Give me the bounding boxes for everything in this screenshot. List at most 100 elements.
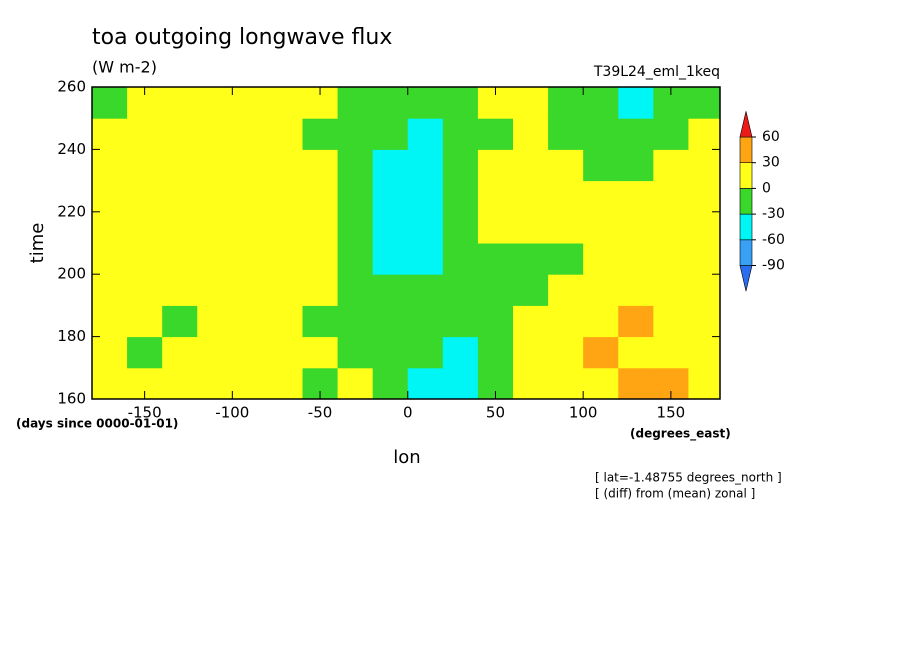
contour-cell <box>688 274 720 306</box>
contour-cell <box>407 274 444 306</box>
contour-cell <box>162 87 198 119</box>
contour-cell <box>442 305 479 338</box>
colorbar-band <box>739 136 753 164</box>
contour-cell <box>372 211 409 244</box>
x-axis-label: lon <box>393 447 420 468</box>
contour-cell <box>653 211 689 244</box>
contour-cell <box>267 149 304 182</box>
contour-cell <box>197 243 233 275</box>
contour-cell <box>267 87 304 119</box>
dataset-label: T39L24_eml_1keq <box>593 64 720 80</box>
contour-cell <box>197 274 233 306</box>
contour-cell <box>477 211 514 244</box>
contour-cell <box>618 87 654 119</box>
x-tick-label: 0 <box>403 404 413 422</box>
contour-cell <box>513 87 549 119</box>
contour-cell <box>583 367 619 399</box>
y-axis-label: time <box>27 223 48 264</box>
y-tick-label: 180 <box>57 327 86 345</box>
contour-cell <box>302 180 339 213</box>
contour-cell <box>653 274 689 306</box>
contour-cell <box>337 305 374 338</box>
contour-cell <box>618 149 654 182</box>
contour-cell <box>442 274 479 306</box>
contour-cell <box>302 274 339 306</box>
contour-cell <box>583 211 619 244</box>
contour-cell <box>618 274 654 306</box>
x-tick-label: 100 <box>569 404 598 422</box>
contour-cell <box>127 243 163 275</box>
contour-cell <box>267 367 304 399</box>
contour-cell <box>162 305 198 338</box>
contour-cell <box>162 149 198 182</box>
x-units: (degrees_east) <box>630 427 731 442</box>
contour-cell <box>688 367 720 399</box>
contour-cell <box>407 243 444 275</box>
contour-cell <box>477 149 514 182</box>
contour-cell <box>442 243 479 275</box>
contour-cell <box>232 87 268 119</box>
contour-cell <box>197 305 233 338</box>
contour-cell <box>548 149 584 182</box>
contour-cell <box>302 149 339 182</box>
contour-cell <box>337 243 374 275</box>
contour-cell <box>442 336 479 369</box>
colorbar-arrow <box>739 265 753 292</box>
y-tick-label: 200 <box>57 265 86 283</box>
contour-cell <box>548 243 584 275</box>
contour-cell <box>372 149 409 182</box>
contour-cell <box>407 118 444 150</box>
y-tick-label: 260 <box>57 78 86 96</box>
contour-cell <box>92 367 128 399</box>
y-tick-label: 220 <box>57 202 86 220</box>
contour-cell <box>267 336 304 369</box>
contour-cell <box>442 211 479 244</box>
contour-cell <box>337 118 374 150</box>
chart-title: toa outgoing longwave flux <box>92 25 392 50</box>
contour-cell <box>688 211 720 244</box>
contour-cell <box>407 180 444 213</box>
contour-cell <box>197 211 233 244</box>
colorbar-band <box>739 213 753 241</box>
contour-cell <box>442 367 479 399</box>
contour-cell <box>477 336 514 369</box>
contour-cell <box>583 180 619 213</box>
contour-cell <box>513 243 549 275</box>
contour-cell <box>688 149 720 182</box>
contour-cell <box>302 336 339 369</box>
contour-cell <box>162 336 198 369</box>
contour-cell <box>302 211 339 244</box>
contour-cell <box>92 118 128 150</box>
contour-cell <box>232 118 268 150</box>
contour-cell <box>477 180 514 213</box>
contour-cell <box>337 180 374 213</box>
colorbar-label: -30 <box>762 206 785 222</box>
colorbar-band <box>739 239 753 266</box>
contour-cell <box>337 274 374 306</box>
x-tick-label: 50 <box>486 404 505 422</box>
contour-cell <box>653 149 689 182</box>
contour-cell <box>583 243 619 275</box>
contour-cell <box>653 243 689 275</box>
contour-cell <box>92 149 128 182</box>
contour-cell <box>548 305 584 338</box>
contour-cell <box>302 305 339 338</box>
contour-cell <box>372 118 409 150</box>
contour-cell <box>548 118 584 150</box>
contour-cell <box>618 118 654 150</box>
contour-cell <box>372 367 409 399</box>
annotation: [ lat=-1.48755 degrees_north ] <box>595 471 782 485</box>
contour-cell <box>232 211 268 244</box>
contour-cell <box>337 336 374 369</box>
x-tick-label: -100 <box>215 404 249 422</box>
contour-cell <box>267 211 304 244</box>
colorbar-arrow <box>739 111 753 138</box>
contour-cell <box>372 87 409 119</box>
contour-cell <box>442 180 479 213</box>
contour-cell <box>92 87 128 119</box>
contour-cell <box>232 305 268 338</box>
contour-cell <box>127 305 163 338</box>
contour-cell <box>548 336 584 369</box>
x-tick-label: -50 <box>308 404 333 422</box>
